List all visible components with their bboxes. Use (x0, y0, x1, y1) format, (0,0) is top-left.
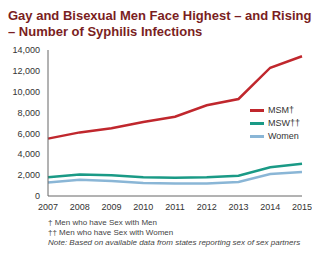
svg-text:10,000: 10,000 (12, 87, 40, 97)
html-text:Women: Women (268, 131, 299, 141)
svg-text:2015: 2015 (292, 202, 312, 212)
svg-text:2014: 2014 (260, 202, 280, 212)
svg-text:4,000: 4,000 (17, 149, 40, 159)
svg-text:2013: 2013 (228, 202, 248, 212)
svg-text:2010: 2010 (133, 202, 153, 212)
html-text:MSM†: MSM† (268, 105, 294, 115)
svg-text:2012: 2012 (197, 202, 217, 212)
svg-text:14,000: 14,000 (12, 45, 40, 55)
svg-text:6,000: 6,000 (17, 129, 40, 139)
svg-text:0: 0 (35, 191, 40, 201)
html-text:Note: Based on available data: Note: Based on available data from state… (48, 238, 301, 247)
html-text:†† Men who have Sex with Women: †† Men who have Sex with Women (48, 228, 174, 237)
html-text:† Men who have Sex with Men: † Men who have Sex with Men (48, 218, 157, 227)
svg-text:2,000: 2,000 (17, 170, 40, 180)
svg-text:2007: 2007 (38, 202, 58, 212)
svg-text:2011: 2011 (165, 202, 184, 212)
html-text:Gay and Bisexual Men Face High: Gay and Bisexual Men Face Highest – and … (8, 8, 312, 39)
svg-text:2009: 2009 (101, 202, 121, 212)
svg-text:2008: 2008 (70, 202, 90, 212)
svg-text:8,000: 8,000 (17, 108, 40, 118)
html-text:MSW††: MSW†† (268, 118, 300, 128)
svg-text:12,000: 12,000 (12, 66, 40, 76)
